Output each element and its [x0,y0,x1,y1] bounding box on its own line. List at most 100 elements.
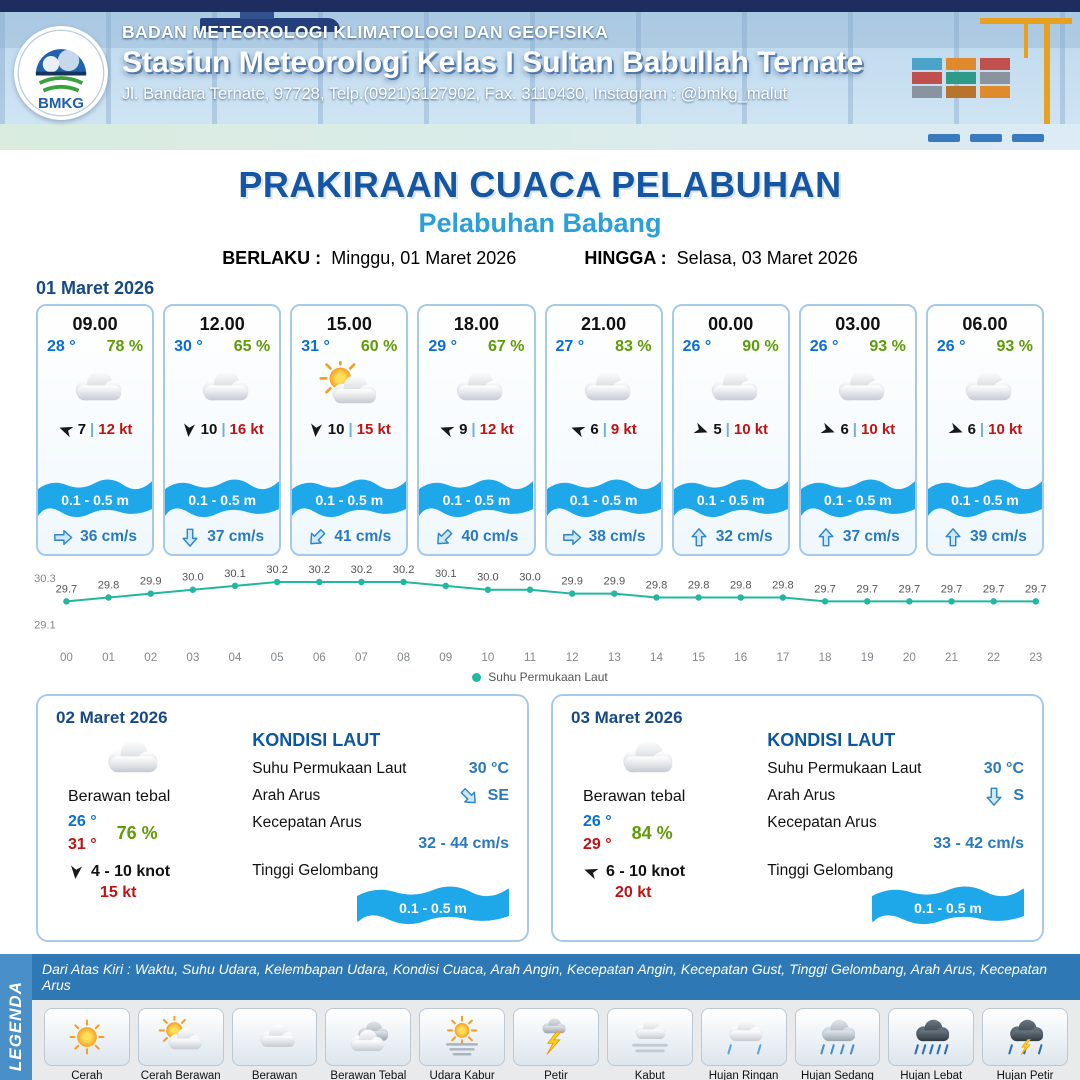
svg-text:02: 02 [144,651,157,664]
wave-height-value: 0.1 - 0.5 m [914,900,982,917]
gust-speed: 10 kt [860,421,896,438]
legend-item: Hujan Sedang [794,1008,881,1080]
sea-conditions-title: KONDISI LAUT [252,730,381,751]
gust-speed: 12 kt [479,421,514,438]
humidity: 78 % [106,338,144,355]
separator: | [725,421,730,438]
svg-text:29.9: 29.9 [561,576,583,588]
legend-vertical-label: LEGENDA [6,980,25,1072]
day-date: 02 Maret 2026 [56,708,168,728]
wind-speed: 9 [459,421,468,438]
day-weather-summary: Berawan tebal 26 ° 29 ° 84 % 6 - 10 knot… [571,730,761,927]
current-speed-label: Kecepatan Arus [767,814,877,832]
gust-speed: 12 kt [98,421,133,438]
svg-text:13: 13 [608,651,621,664]
wind-row: 7 | 12 kt [58,421,133,438]
sea-conditions-title: KONDISI LAUT [767,730,896,751]
svg-text:29.8: 29.8 [688,579,710,591]
legend-item: Kabut [606,1008,693,1080]
forecast-card-row: 09.00 28 ° 78 % 7 | 12 kt 0.1 - 0.5 m [0,304,1080,556]
humidity: 60 % [360,338,398,355]
temp-min: 26 ° [583,813,612,831]
sst-label: Suhu Permukaan Laut [252,760,407,778]
valid-from: BERLAKU : Minggu, 01 Maret 2026 [222,248,517,268]
current-row: 40 cm/s [419,520,533,554]
wind-direction-icon [945,419,966,440]
legend-item: Berawan [231,1008,318,1080]
svg-text:29.1: 29.1 [34,620,56,632]
current-row: 36 cm/s [38,520,152,554]
container-stack [946,86,976,98]
svg-text:30.3: 30.3 [34,573,56,585]
wind-direction-icon [67,864,84,881]
wave-height: 0.1 - 0.5 m [951,492,1019,508]
svg-text:29.8: 29.8 [730,579,752,591]
svg-text:05: 05 [271,651,284,664]
wind-speed: 6 [840,421,849,438]
forecast-time: 12.00 [199,314,245,334]
legend-item: Cerah [44,1008,130,1080]
wave-height: 0.1 - 0.5 m [315,492,384,508]
legend-item: Berawan Tebal [325,1008,412,1080]
svg-text:03: 03 [186,651,199,664]
bmkg-logo-text: BMKG [38,95,84,112]
wave-height-band: 0.1 - 0.5 m [38,476,153,520]
ship-silhouette [200,18,340,32]
legend-item-label: Hujan Petir [996,1070,1054,1080]
current-direction-icon [944,527,961,547]
sst-value: 30 °C [468,760,509,778]
current-direction-icon [53,529,73,546]
illustration-shape [0,12,1080,48]
sst-chart-section: 30.3 29.1 29.7 00 29.8 01 29.9 02 30.0 03 30.1 04 30… [0,562,1080,684]
forecast-card: 06.00 26 ° 93 % 6 | 10 kt 0.1 - 0.5 m [925,304,1044,556]
gust-speed: 15 kt [356,421,391,438]
forecast-time: 09.00 [72,314,118,334]
port-name: Pelabuhan Babang [418,208,662,238]
forecast-time: 21.00 [581,314,627,334]
wave-height: 0.1 - 0.5 m [696,492,765,508]
svg-text:14: 14 [650,651,663,664]
current-direction-value: SE [487,787,509,805]
title-section: PRAKIRAAN CUACA PELABUHAN Pelabuhan Baba… [0,150,1080,269]
svg-text:20: 20 [903,651,916,664]
legend-item: Cerah Berawan [137,1008,224,1080]
header-illustration [0,0,1080,150]
wind-speed: 6 [590,421,599,438]
gust-speed: 16 kt [229,421,264,438]
weather-icon-cloud [442,361,510,413]
container-stack [980,72,1010,84]
temp-max: 29 ° [583,836,612,854]
wave-height: 0.1 - 0.5 m [188,492,257,508]
current-direction-label: Arah Arus [252,787,321,805]
svg-text:29.7: 29.7 [56,583,78,595]
wind-row: 6 | 10 kt [945,419,1022,440]
current-speed-value: 32 - 44 cm/s [418,835,509,853]
sst-chart: 30.3 29.1 29.7 00 29.8 01 29.9 02 30.0 03 30.1 04 30… [30,562,1050,667]
current-speed-label: Kecepatan Arus [252,814,362,832]
svg-text:23: 23 [1029,651,1042,664]
wave-height-band: 0.1 - 0.5 m [927,476,1042,520]
forecast-date: 01 Maret 2026 [36,278,155,298]
wave-height-box: 0.1 - 0.5 m [872,883,1024,927]
rain-medium-icon [794,1008,881,1067]
svg-text:29.7: 29.7 [814,583,836,595]
wave-height-label: Tinggi Gelombang [252,862,379,880]
forecast-time: 06.00 [962,314,1008,334]
svg-text:30.0: 30.0 [519,572,541,584]
wind-speed: 10 [327,421,345,438]
wave-height-band: 0.1 - 0.5 m [800,476,915,520]
wind-speed: 6 [967,421,976,438]
legend-item-label: Petir [544,1070,568,1080]
bench [970,134,1002,142]
air-temperature: 26 ° [682,338,712,355]
wind-range: 6 - 10 knot [606,863,686,881]
legend-item: Petir [513,1008,599,1080]
legend-item: Udara Kabur [419,1008,506,1080]
weather-icon-cloud [824,361,892,413]
sun-cloud-icon [137,1008,224,1067]
current-direction-icon [817,527,834,547]
svg-text:30.2: 30.2 [393,564,415,576]
humidity: 76 % [116,822,158,843]
day-summary-card: 03 Maret 2026 Berawan tebal 26 ° 29 ° 84… [551,694,1044,943]
rain-light-icon [700,1008,787,1067]
